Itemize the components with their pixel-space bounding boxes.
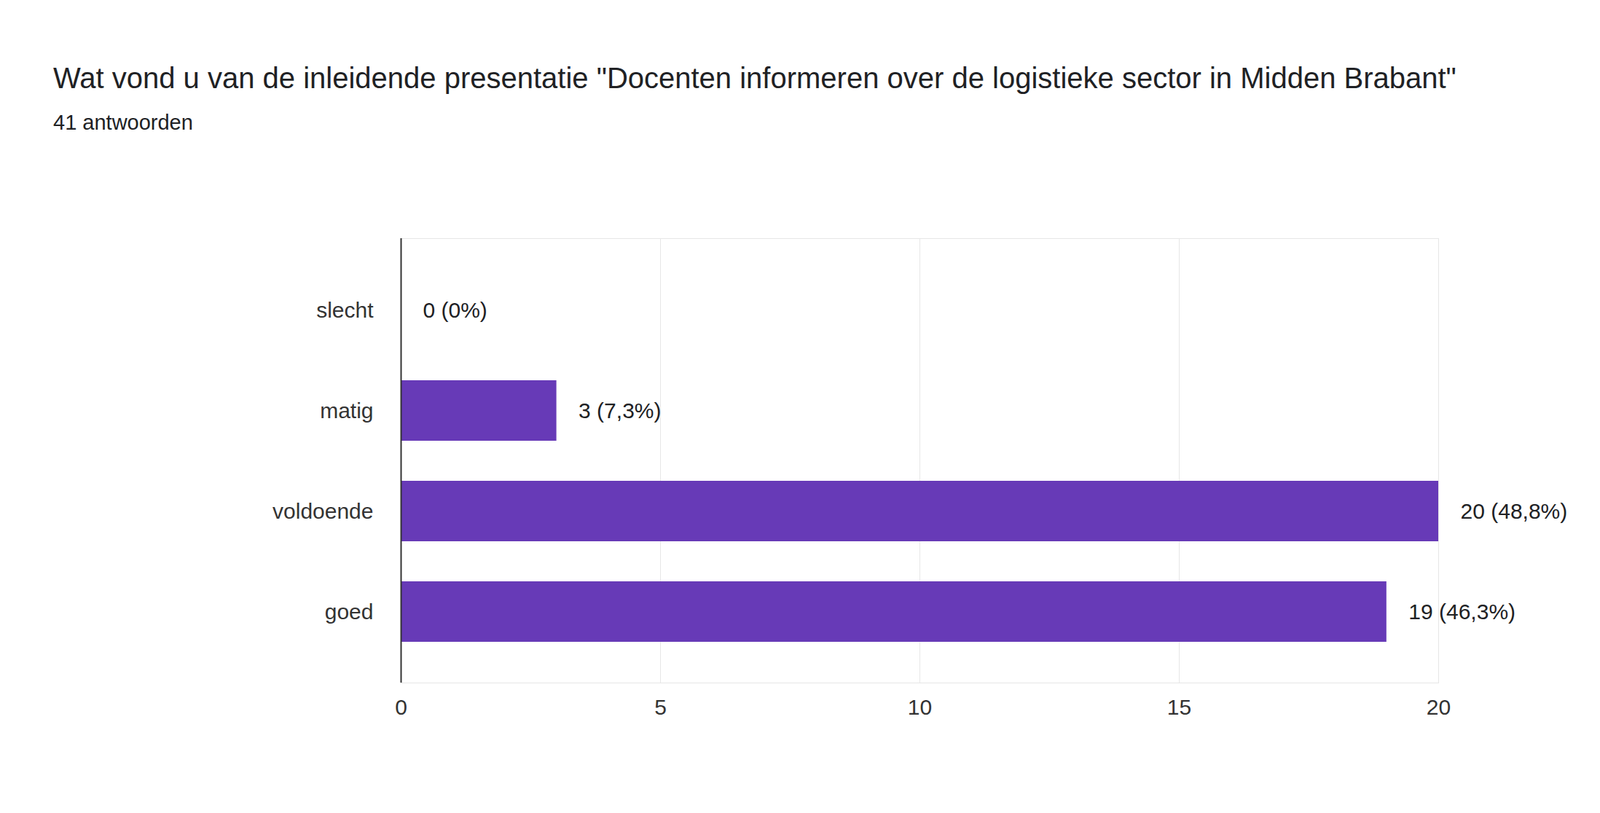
svg-text:0 (0%): 0 (0%) [423, 297, 488, 323]
svg-text:15: 15 [1167, 695, 1192, 720]
svg-text:slecht: slecht [316, 297, 374, 323]
svg-text:voldoende: voldoende [272, 499, 374, 524]
svg-text:5: 5 [654, 695, 667, 720]
svg-text:19 (46,3%): 19 (46,3%) [1408, 599, 1516, 624]
svg-text:3 (7,3%): 3 (7,3%) [578, 398, 661, 423]
svg-text:20: 20 [1426, 695, 1451, 720]
svg-text:10: 10 [907, 695, 932, 720]
html-text:Wat vond u van de inleidende p: Wat vond u van de inleidende presentatie… [53, 61, 1457, 94]
svg-text:goed: goed [324, 599, 374, 624]
html-text:41 antwoorden: 41 antwoorden [53, 110, 194, 135]
svg-text:0: 0 [394, 695, 408, 720]
svg-text:20 (48,8%): 20 (48,8%) [1460, 499, 1568, 524]
svg-text:matig: matig [319, 398, 374, 423]
